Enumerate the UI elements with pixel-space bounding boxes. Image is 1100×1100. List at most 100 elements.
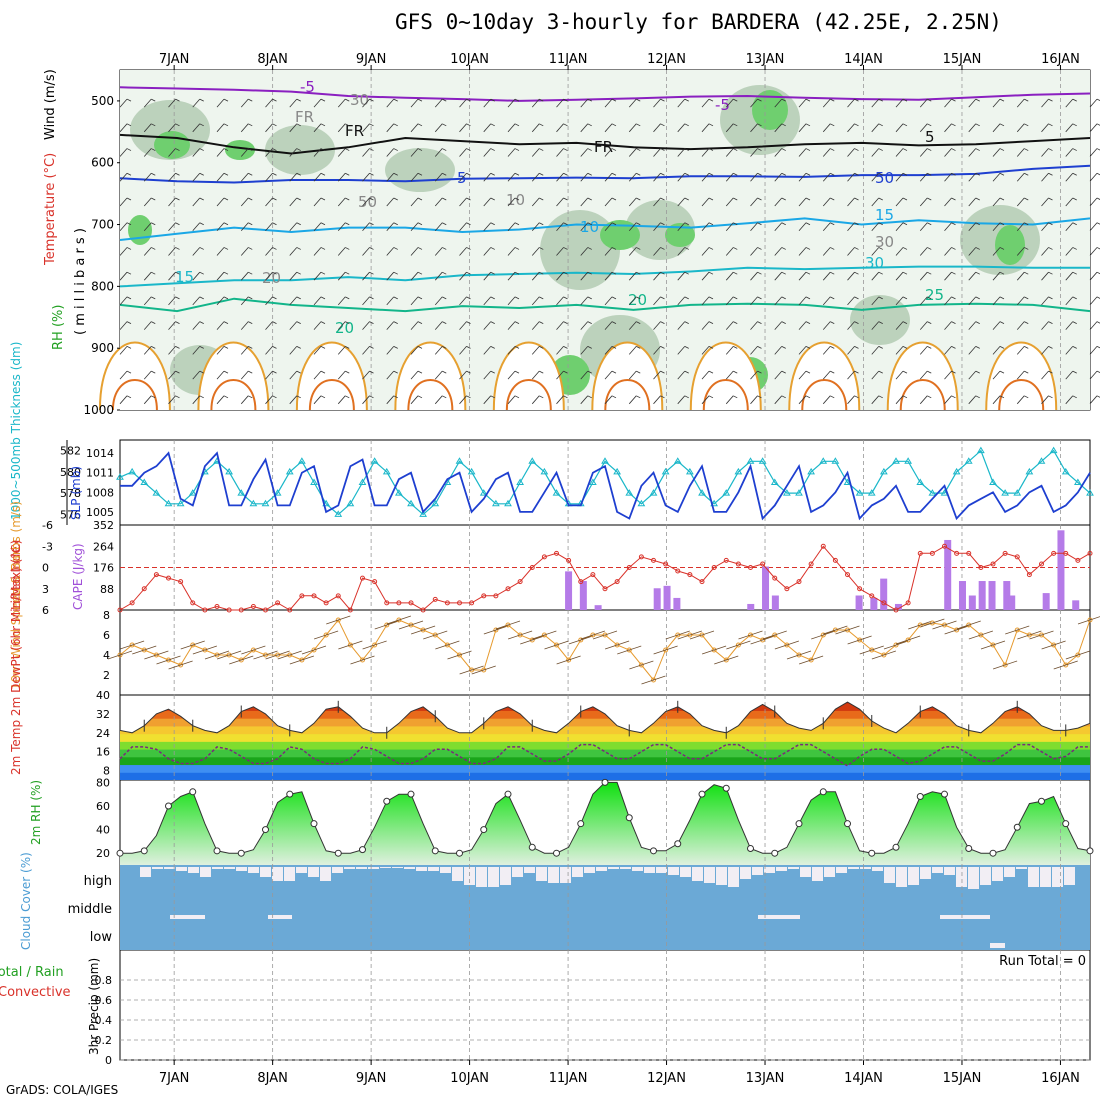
wind-barb (265, 222, 273, 231)
wind-speed-point (905, 637, 911, 643)
wind-barb-10m (277, 650, 302, 660)
wind-barb (628, 370, 637, 380)
wind-barb (944, 222, 952, 231)
wind-barb-flag (466, 222, 471, 226)
wind-barb-10m (435, 640, 460, 650)
x-tick-label-bottom: 15JAN (943, 1071, 982, 1086)
wind-barb (531, 370, 540, 380)
wind-barb-flag (781, 271, 786, 275)
cloud-high-bar (692, 867, 703, 881)
wind-barb-flag (878, 197, 883, 201)
rh-point (674, 840, 682, 848)
wind-barb-flag (757, 148, 762, 151)
wind-barb-flag (878, 370, 883, 374)
cloud-high-bar (800, 867, 811, 877)
thickness-point (516, 478, 525, 485)
cloud-high-bar (704, 867, 715, 883)
wind-barb-flag (684, 271, 689, 275)
cloud-high-bar (164, 867, 175, 869)
wind-barb (750, 321, 758, 330)
lifted-index-point (311, 593, 317, 599)
thickness-point (394, 489, 403, 496)
wind-barb (143, 123, 152, 133)
wind-barb-flag (126, 148, 132, 151)
wind-barb (1065, 346, 1074, 355)
thickness-point (261, 499, 270, 507)
wind-barb (119, 222, 128, 231)
wind-barb-flag (175, 321, 180, 324)
wind-barb-flag (902, 98, 908, 102)
wind-barb (628, 148, 637, 157)
wind-barb (240, 148, 249, 157)
wind-speed-point (614, 642, 620, 648)
wind-barb (871, 395, 880, 405)
cape-bar (870, 597, 878, 610)
wind-barb (337, 271, 346, 281)
lifted-index-point (929, 550, 935, 556)
contour-label: 5 (457, 169, 467, 187)
wind-barb-flag (975, 346, 980, 349)
wind-barb (216, 123, 225, 133)
wind-barb-flag (951, 370, 956, 374)
wind-barb (434, 148, 443, 157)
wind-barb (337, 222, 346, 231)
wind-barb-flag (320, 346, 326, 349)
wind-barb (580, 296, 589, 306)
wind-barb (750, 98, 758, 108)
wind-barb (1041, 296, 1049, 306)
wind-barb-flag (999, 197, 1005, 201)
wind-barb-flag (248, 98, 253, 102)
wind-barb (240, 346, 249, 355)
wind-barb-flag (126, 296, 132, 300)
wind-barb-flag (320, 98, 326, 102)
wind-barb-flag (733, 172, 738, 176)
wind-speed-point (687, 632, 693, 638)
wind-barb (168, 395, 176, 405)
wind-barb (750, 148, 758, 157)
wind-barb (459, 247, 467, 256)
wind-barb (774, 173, 783, 182)
wind-barb (410, 321, 419, 330)
wind-barb-10m (835, 625, 860, 635)
wind-barb-flag (345, 346, 350, 349)
wind-barb-flag (902, 172, 908, 176)
wind-barb (944, 247, 952, 256)
wind-barb-flag (636, 247, 641, 250)
wind-barb (362, 395, 370, 405)
thickness-point (637, 499, 646, 507)
rh-point (431, 847, 439, 855)
wind-barb (968, 173, 977, 182)
wind-barb-flag (733, 370, 738, 374)
rh-shading (385, 148, 455, 192)
wind-barb (556, 197, 564, 207)
wind-barb-flag (539, 370, 544, 374)
wind-barb-flag (830, 197, 835, 201)
wind-barb (386, 296, 395, 306)
rh-point (577, 820, 585, 828)
cape-bar (565, 571, 573, 610)
lifted-index-point (493, 593, 499, 599)
wind-barb-flag (830, 346, 835, 349)
wind-barb (750, 271, 758, 281)
wind-barb (434, 395, 443, 405)
wind-barb-flag (320, 247, 326, 250)
cloud-high-bar (668, 867, 679, 875)
wind-barb (313, 222, 322, 231)
wind-speed-point (1014, 627, 1020, 633)
wind-barb-flag (1072, 346, 1077, 349)
y-tick-label-upper: 900 (91, 341, 114, 355)
wind-barb (119, 296, 128, 306)
lifted-index-point (1063, 550, 1069, 556)
wind-barb-flag (199, 271, 204, 275)
wind-barb (944, 395, 952, 405)
wind-barb (1016, 247, 1025, 256)
wind-barb (143, 98, 152, 108)
wind-barb-flag (999, 172, 1005, 176)
wind-barb (677, 321, 686, 330)
wind-barb (944, 346, 952, 355)
wind-barb-flag (417, 346, 423, 349)
wind-barb-flag (393, 296, 398, 300)
wind-barb (362, 148, 370, 157)
panel-frame-sfc_pressure (119, 439, 1091, 526)
wind-barb (919, 173, 928, 182)
